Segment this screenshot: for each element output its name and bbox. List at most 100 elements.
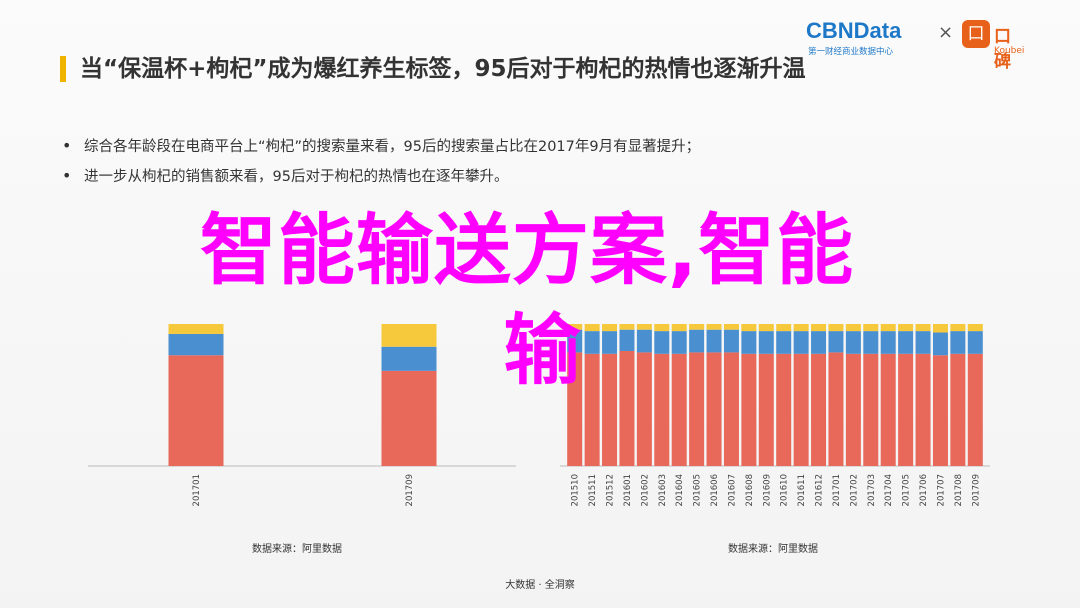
chart-2-bar-segment [567, 324, 583, 330]
chart-1-bar-segment [381, 346, 437, 371]
title-accent-bar [60, 56, 66, 82]
chart-2-bar-segment [898, 324, 914, 332]
chart-2-bar-segment [915, 353, 931, 466]
chart-2-bar-segment [880, 353, 896, 466]
chart-2-bar-segment [776, 353, 792, 466]
chart-2-bar-segment [845, 331, 861, 354]
chart-2-bar-segment [950, 331, 966, 354]
chart-2-bar-segment [636, 324, 652, 330]
koubei-logo: 口碑 [994, 27, 1011, 72]
chart-2-tick-label: 201608 [745, 474, 755, 506]
chart-1-bar-segment [168, 355, 224, 466]
chart-2-bar-segment [967, 353, 983, 466]
footer-tagline: 大数据 · 全洞察 [505, 580, 575, 591]
chart-1-bar-segment [381, 370, 437, 466]
chart-2-bar-segment [915, 324, 931, 332]
bullet-dot-icon: • [62, 135, 72, 155]
chart-2-tick-label: 201511 [588, 474, 598, 506]
bullet-text: 综合各年龄段在电商平台上“枸杞”的搜索量来看，95后的搜索量占比在2017年9月… [84, 138, 701, 155]
chart-2-bar-segment [741, 324, 757, 332]
chart-2-bar-segment [706, 329, 722, 353]
chart-2-tick-label: 201602 [640, 474, 650, 506]
koubei-icon: 口 [962, 20, 990, 48]
chart-2-bar-segment [602, 331, 618, 354]
chart-2-bar-segment [723, 324, 739, 330]
chart-2-tick-label: 201706 [919, 474, 929, 506]
chart-2-bar-segment [776, 331, 792, 354]
chart-2-tick-label: 201611 [797, 474, 807, 506]
chart-2-bar-segment [880, 324, 896, 332]
slide-title: 当“保温杯+枸杞”成为爆红养生标签，95后对于枸杞的热情也逐渐升温 [80, 56, 806, 82]
chart-2-bar-segment [967, 324, 983, 332]
chart-2-tick-label: 201705 [902, 474, 912, 506]
chart-2-bar-segment [863, 324, 879, 332]
cbndata-logo: CBNData [806, 18, 902, 43]
chart-2-tick-label: 201709 [971, 474, 981, 506]
chart-2-bar-segment [845, 324, 861, 332]
bullet-item: • 进一步从枸杞的销售额来看，95后对于枸杞的热情也在逐年攀升。 [62, 160, 962, 190]
chart-1-tick-label: 201701 [192, 474, 202, 506]
bullet-dot-icon: • [62, 165, 72, 185]
koubei-subtitle: Koubei [994, 46, 1025, 56]
chart-2-bar-segment [950, 353, 966, 466]
chart-2-bar-segment [898, 353, 914, 466]
chart-2-bar-segment [706, 324, 722, 330]
chart-2-bar-segment [671, 331, 687, 354]
chart-2-bar-segment [741, 331, 757, 354]
chart-2-bar-segment [967, 331, 983, 354]
chart-2-bar-segment [811, 353, 827, 466]
chart-1-bar-segment [168, 324, 224, 334]
chart-2-bar-segment [741, 353, 757, 466]
chart-2-tick-label: 201707 [936, 474, 946, 506]
bullet-list: • 综合各年龄段在电商平台上“枸杞”的搜索量来看，95后的搜索量占比在2017年… [62, 130, 962, 190]
chart-2-tick-label: 201704 [884, 474, 894, 506]
times-sign: × [938, 22, 954, 43]
chart-2-bar-segment [932, 355, 948, 466]
chart-2-tick-label: 201601 [623, 474, 633, 506]
chart-2-source: 数据来源：阿里数据 [728, 544, 818, 555]
chart-2-bar-segment [584, 324, 600, 332]
chart-2-bar-segment [828, 324, 844, 332]
chart-2-bar-segment [689, 352, 705, 466]
chart-1-bar-segment [381, 324, 437, 347]
chart-2-bar-segment [776, 324, 792, 332]
overlay-watermark-text-2: 输 [503, 307, 581, 396]
chart-1-tick-label: 201709 [405, 474, 415, 506]
chart-2-bar-segment [654, 353, 670, 466]
chart-2-bar-segment [619, 324, 635, 330]
chart-2-tick-label: 201512 [606, 474, 616, 506]
chart-2-tick-label: 201703 [867, 474, 877, 506]
chart-2-bar-segment [950, 324, 966, 332]
chart-2-bar-segment [758, 331, 774, 354]
overlay-watermark-text: 智能输送方案,智能 [199, 207, 855, 296]
chart-2-bar-segment [654, 331, 670, 354]
chart-2-bar-segment [793, 331, 809, 354]
chart-2-bar-segment [636, 352, 652, 466]
chart-2-bar-segment [671, 353, 687, 466]
chart-2-bar-segment [619, 329, 635, 351]
brand-logos: CBNData 第一财经商业数据中心 × 口 口碑 Koubei [806, 18, 1024, 72]
chart-2-bar-segment [880, 331, 896, 354]
chart-2-bar-segment [602, 324, 618, 332]
chart-2-bar-segment [915, 331, 931, 354]
chart-2-tick-label: 201609 [762, 474, 772, 506]
chart-2-bar-segment [811, 324, 827, 332]
chart-2-bar-segment [567, 352, 583, 466]
chart-2-bar-segment [671, 324, 687, 332]
chart-2-bar-segment [793, 324, 809, 332]
chart-2-bar-segment [793, 353, 809, 466]
chart-2-bar-segment [758, 324, 774, 332]
chart-2-tick-label: 201610 [780, 474, 790, 506]
chart-2-bar-segment [654, 324, 670, 332]
bullet-text: 进一步从枸杞的销售额来看，95后对于枸杞的热情也在逐年攀升。 [84, 168, 509, 185]
chart-2-bar-segment [898, 331, 914, 354]
chart-2-bar-segment [689, 329, 705, 353]
chart-2-tick-label: 201606 [710, 474, 720, 506]
chart-2-tick-label: 201604 [675, 474, 685, 506]
chart-2-bar-segment [932, 324, 948, 333]
chart-2-bar-segment [723, 352, 739, 466]
chart-2-bar-segment [863, 331, 879, 354]
cbndata-subtitle: 第一财经商业数据中心 [808, 47, 894, 57]
chart-2-bar-segment [932, 332, 948, 356]
